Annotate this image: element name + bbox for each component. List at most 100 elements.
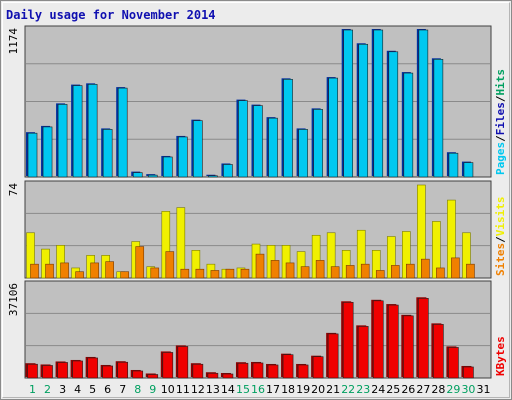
bar-sites — [436, 268, 444, 278]
bar-pages — [178, 137, 187, 177]
bar-sites — [91, 263, 99, 278]
xtick-label: 19 — [296, 383, 310, 396]
bar-pages — [404, 73, 413, 177]
legend-hits-files-pages: Pages/Files/Hits — [494, 69, 507, 175]
bar-kbytes — [133, 371, 143, 378]
xtick-label: 31 — [476, 383, 490, 396]
xtick-label: 29 — [446, 383, 460, 396]
bar-pages — [314, 109, 323, 177]
bar-kbytes — [328, 334, 338, 378]
bar-pages — [238, 101, 247, 177]
xtick-label: 2 — [44, 383, 51, 396]
xtick-label: 30 — [461, 383, 475, 396]
bar-kbytes — [148, 374, 158, 378]
bar-pages — [28, 133, 37, 177]
bar-pages — [103, 129, 112, 177]
xtick-label: 1 — [29, 383, 36, 396]
xtick-label: 6 — [104, 383, 111, 396]
bar-visits — [177, 208, 185, 278]
bar-sites — [331, 267, 339, 278]
legend-entry-visits: Visits — [494, 197, 507, 237]
legend-entry-hits: Hits — [494, 69, 507, 96]
xtick-label: 11 — [176, 383, 190, 396]
bar-sites — [421, 259, 429, 278]
bar-kbytes — [88, 358, 98, 378]
legend-entry-files: Files — [494, 102, 507, 135]
xtick-label: 4 — [74, 383, 81, 396]
bar-kbytes — [178, 346, 188, 378]
bar-sites — [61, 263, 69, 278]
bar-pages — [163, 157, 172, 177]
xtick-label: 25 — [386, 383, 400, 396]
xtick-label: 7 — [119, 383, 126, 396]
bar-sites — [271, 260, 279, 278]
bar-kbytes — [223, 374, 233, 378]
bar-sites — [31, 264, 39, 278]
bar-kbytes — [388, 305, 398, 378]
bar-kbytes — [373, 301, 383, 378]
bar-sites — [121, 272, 129, 278]
ytick-visits-sites: 74 — [7, 183, 20, 197]
bar-pages — [329, 78, 338, 177]
bar-sites — [466, 264, 474, 278]
bar-pages — [284, 79, 293, 177]
bar-pages — [389, 52, 398, 177]
legend-kbytes: KBytes — [494, 336, 507, 376]
bar-pages — [254, 106, 263, 177]
bar-pages — [359, 44, 368, 177]
bar-sites — [46, 264, 54, 278]
bar-pages — [193, 121, 202, 177]
bar-kbytes — [298, 365, 308, 378]
bar-kbytes — [238, 363, 248, 378]
bar-sites — [166, 252, 174, 278]
xtick-label: 22 — [341, 383, 355, 396]
bar-sites — [286, 263, 294, 278]
legend-visits-sites: Sites/Visits — [494, 197, 507, 277]
bar-sites — [76, 272, 84, 278]
bar-sites — [451, 258, 459, 278]
bar-sites — [256, 254, 264, 278]
legend-entry-pages: Pages — [494, 142, 507, 175]
bar-kbytes — [463, 367, 473, 378]
xtick-label: 9 — [149, 383, 156, 396]
bar-kbytes — [253, 363, 263, 378]
xtick-label: 15 — [236, 383, 250, 396]
bar-sites — [136, 247, 144, 278]
bar-kbytes — [193, 364, 203, 378]
bar-pages — [419, 30, 428, 177]
bar-pages — [88, 84, 97, 177]
xtick-label: 8 — [134, 383, 141, 396]
bar-sites — [406, 264, 414, 278]
bar-pages — [374, 30, 383, 177]
bar-kbytes — [343, 302, 353, 378]
bar-kbytes — [208, 373, 218, 378]
xtick-label: 27 — [416, 383, 430, 396]
bar-kbytes — [43, 365, 53, 378]
bar-sites — [196, 269, 204, 278]
bar-pages — [299, 129, 308, 177]
bar-kbytes — [418, 298, 428, 378]
bar-pages — [449, 153, 458, 177]
bar-pages — [73, 86, 82, 177]
bar-sites — [391, 265, 399, 278]
xtick-label: 21 — [326, 383, 340, 396]
bar-pages — [58, 104, 67, 177]
xtick-label: 24 — [371, 383, 385, 396]
bar-kbytes — [448, 347, 458, 378]
bar-kbytes — [163, 352, 173, 378]
xtick-label: 16 — [251, 383, 265, 396]
xtick-label: 12 — [191, 383, 205, 396]
bar-pages — [133, 173, 142, 177]
bar-sites — [181, 269, 189, 278]
bar-sites — [211, 270, 219, 278]
bar-pages — [208, 176, 217, 177]
bar-kbytes — [433, 324, 443, 378]
xtick-label: 17 — [266, 383, 280, 396]
xtick-label: 13 — [206, 383, 220, 396]
bar-kbytes — [403, 316, 413, 378]
bar-sites — [151, 268, 159, 278]
xtick-label: 18 — [281, 383, 295, 396]
bar-kbytes — [268, 365, 278, 378]
bar-kbytes — [313, 357, 323, 378]
